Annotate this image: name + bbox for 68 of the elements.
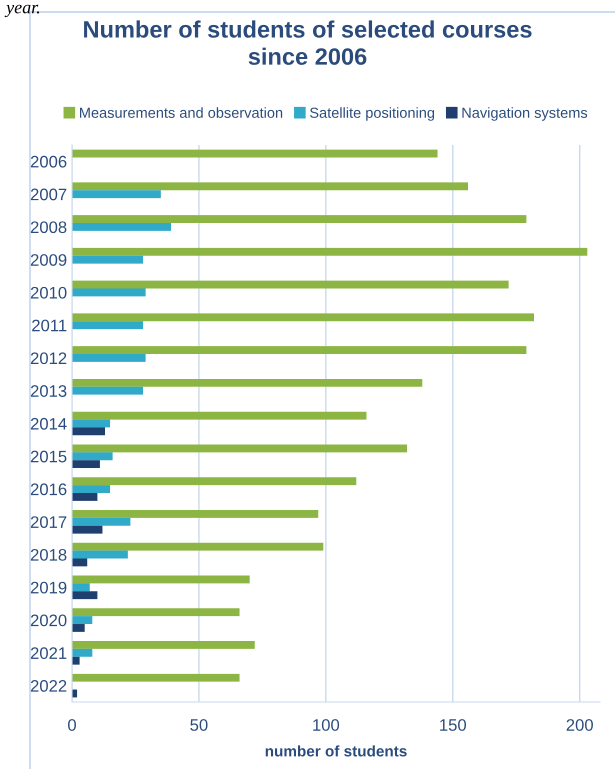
bar [72,616,92,624]
y-tick-label: 2007 [30,188,66,200]
bar [72,150,438,158]
bar [72,460,100,468]
chart-title: Number of students of selected courses since 2006 [84,20,532,65]
y-tick-label: 2019 [30,582,66,594]
bar [72,526,102,534]
y-tick-label: 2015 [30,450,66,462]
bar [72,576,250,584]
legend-label: Measurements and observation [80,107,282,118]
x-tick-label: 150 [440,719,466,731]
bar [72,248,588,256]
bar [72,346,526,354]
x-tick-label: 200 [566,719,593,731]
bar [72,256,144,264]
y-tick-label: 2014 [30,418,67,430]
bar [72,641,255,649]
bar [72,690,78,698]
bar [72,583,90,592]
bar [72,550,128,558]
bar [72,591,98,600]
y-tick-label: 2021 [30,647,66,660]
x-tick-label: 100 [313,719,340,731]
bar [72,215,526,223]
y-tick-label: 2022 [30,680,66,692]
y-tick-label: 2009 [30,254,66,266]
bar [72,288,146,296]
y-tick-label: 2017 [30,516,66,528]
x-tick-label: 50 [190,719,208,731]
x-tick-label: 0 [68,719,76,731]
y-tick-label: 2008 [30,221,66,234]
bar [72,222,171,231]
legend-label: Navigation systems [462,107,588,121]
text: year. [4,4,40,18]
bar [72,412,366,420]
y-tick-label: 2010 [30,286,66,299]
y-tick-label: 2011 [32,320,66,332]
y-tick-label: 2018 [30,548,66,561]
y-tick-label: 2012 [30,352,66,364]
y-tick-label: 2020 [30,614,66,626]
x-axis-title: number of students [266,745,407,757]
bar [72,542,324,551]
bar [72,608,240,616]
bar [72,280,509,289]
bar [72,648,92,657]
bar [72,182,468,190]
bar [72,313,534,322]
bar [72,420,110,428]
bar [72,558,88,566]
bar [72,378,422,387]
bar [72,510,318,518]
bar [72,452,113,460]
bar [72,485,110,493]
bar [72,624,85,632]
bar [72,427,105,436]
bar [72,492,98,501]
bar [72,354,146,362]
bar [72,321,144,330]
bar [72,518,130,526]
y-tick-label: 2006 [30,156,66,168]
bar [72,674,240,682]
bar [72,386,144,395]
bar [72,477,356,486]
bar [72,444,408,452]
legend-label: Satellite positioning [310,107,434,121]
y-tick-label: 2013 [30,385,66,397]
bar [72,190,161,198]
y-tick-label: 2016 [30,483,66,496]
